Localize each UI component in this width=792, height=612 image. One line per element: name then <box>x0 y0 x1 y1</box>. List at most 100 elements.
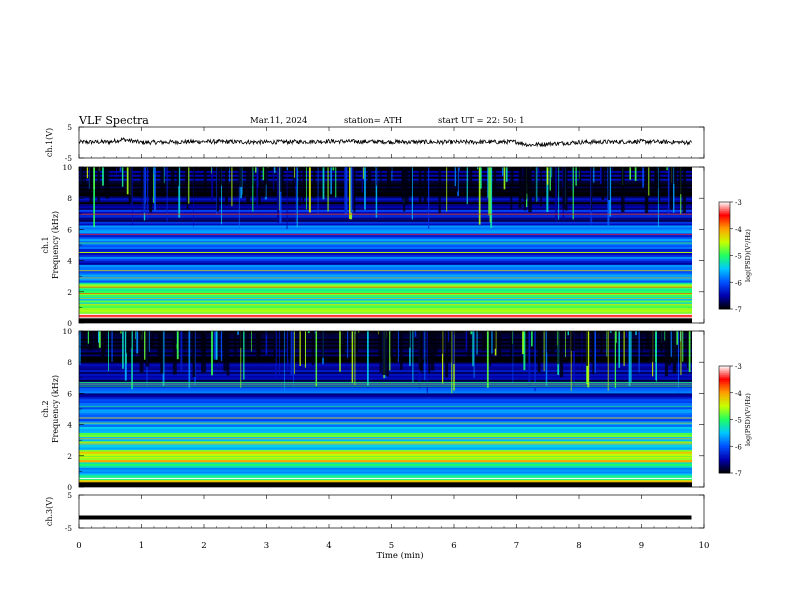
spectrum-band-row <box>79 204 692 207</box>
sferic-streak <box>489 167 491 223</box>
sferic-streak <box>220 331 223 362</box>
colorbar-cell <box>719 276 730 280</box>
dark-gap <box>557 167 559 193</box>
sferic-streak <box>397 331 399 363</box>
spectrum-band-row <box>79 184 692 187</box>
sferic-streak <box>119 167 122 172</box>
colorbar-cell <box>719 383 730 387</box>
sferic-streak <box>273 167 276 174</box>
spectrum-band-row <box>79 174 692 178</box>
sferic-streak <box>307 331 310 334</box>
spectrum-band-row <box>79 256 692 260</box>
dark-gap <box>368 167 372 196</box>
dark-gap <box>390 331 393 357</box>
sferic-streak <box>609 167 612 217</box>
sferic-streak <box>278 167 280 211</box>
spectrum-band-row <box>79 258 692 262</box>
ch2-spectrogram-image <box>79 331 692 487</box>
dark-gap <box>303 331 305 365</box>
sferic-streak <box>136 331 139 354</box>
sferic-streak <box>93 167 95 228</box>
sferic-streak <box>299 331 301 366</box>
spectrum-band-row <box>79 309 692 313</box>
sferic-streak <box>626 331 628 338</box>
sferic-streak <box>545 331 548 387</box>
colorbar-cell <box>719 448 730 451</box>
sferic-streak <box>251 331 252 352</box>
dark-gap <box>654 167 659 189</box>
dark-gap <box>570 331 575 351</box>
colorbar-cell <box>719 259 730 262</box>
sferic-streak <box>284 331 285 392</box>
sferic-streak <box>606 331 608 357</box>
dark-gap <box>592 331 595 375</box>
sferic-streak <box>451 331 453 394</box>
spectrum-band-row <box>79 245 692 248</box>
spectrum-band-row <box>79 250 692 254</box>
dark-gap <box>79 167 84 188</box>
colorbar-cell <box>719 269 730 272</box>
sferic-streak <box>655 331 657 381</box>
dark-gap <box>534 167 537 202</box>
dark-gap <box>311 331 314 366</box>
spectrum-band-row <box>79 186 692 189</box>
colorbar-cell <box>719 223 730 226</box>
sferic-streak <box>366 331 369 386</box>
dark-gap <box>591 331 593 356</box>
sferic-streak <box>656 331 657 382</box>
spectrum-band-row <box>79 280 692 283</box>
colorbar-cell <box>719 273 730 276</box>
colorbar-cell <box>719 433 730 436</box>
spectrum-band-row <box>79 190 692 193</box>
sferic-streak <box>211 167 212 174</box>
sferic-streak <box>575 167 577 186</box>
spectrum-band-row <box>79 304 692 307</box>
colorbar-cell <box>719 262 730 265</box>
dark-gap <box>512 167 514 185</box>
colorbar-cell <box>719 401 730 404</box>
colorbar-cell <box>719 467 730 470</box>
colorbar-tick-label: -3 <box>735 199 742 207</box>
dark-gap <box>669 167 674 210</box>
spectrum-band-row <box>79 235 692 238</box>
dark-gap <box>172 331 177 375</box>
colorbar-tick-label: -6 <box>735 443 742 451</box>
sferic-streak <box>555 167 557 221</box>
sferic-streak <box>478 167 481 225</box>
dark-gap <box>127 331 131 362</box>
colorbar-cell <box>719 235 730 239</box>
y-tick-label: 0 <box>67 483 72 492</box>
sferic-streak <box>98 331 100 343</box>
sferic-streak <box>257 167 259 188</box>
dark-gap <box>201 331 204 373</box>
dark-gap <box>664 331 669 377</box>
spectrum-band-row <box>79 424 692 428</box>
spectrum-band-row <box>79 213 692 217</box>
spectrum-band-row <box>79 270 692 273</box>
spectrum-band-row <box>79 225 692 228</box>
dark-gap <box>621 167 625 213</box>
sferic-streak <box>295 167 297 222</box>
sferic-streak <box>120 331 122 334</box>
spectrum-band-row <box>79 168 692 172</box>
sferic-streak <box>327 167 329 212</box>
dark-gap <box>250 167 253 186</box>
spectrum-band-row <box>79 401 692 404</box>
sferic-streak <box>677 331 679 394</box>
y-tick-label: 8 <box>67 194 72 203</box>
sferic-streak <box>122 331 124 369</box>
sferic-streak <box>293 331 295 387</box>
colorbar-cell <box>719 415 730 419</box>
sferic-streak <box>87 331 90 344</box>
colorbar-cell <box>719 246 730 249</box>
colorbar-cell <box>719 435 730 438</box>
sferic-streak <box>279 167 282 224</box>
spectrum-band-row <box>79 414 692 418</box>
colorbar-cell <box>719 292 730 296</box>
dark-gap <box>559 331 564 378</box>
sferic-streak <box>211 331 213 376</box>
dark-gap <box>83 331 86 348</box>
sferic-streak <box>587 331 590 388</box>
panels-group: 5 -5 ch.1(V) -3 -4 -5 -6 -7 log(PSD)(V²/Hz) 0 2 4 6 8… <box>41 123 752 533</box>
sferic-streak <box>187 167 190 204</box>
